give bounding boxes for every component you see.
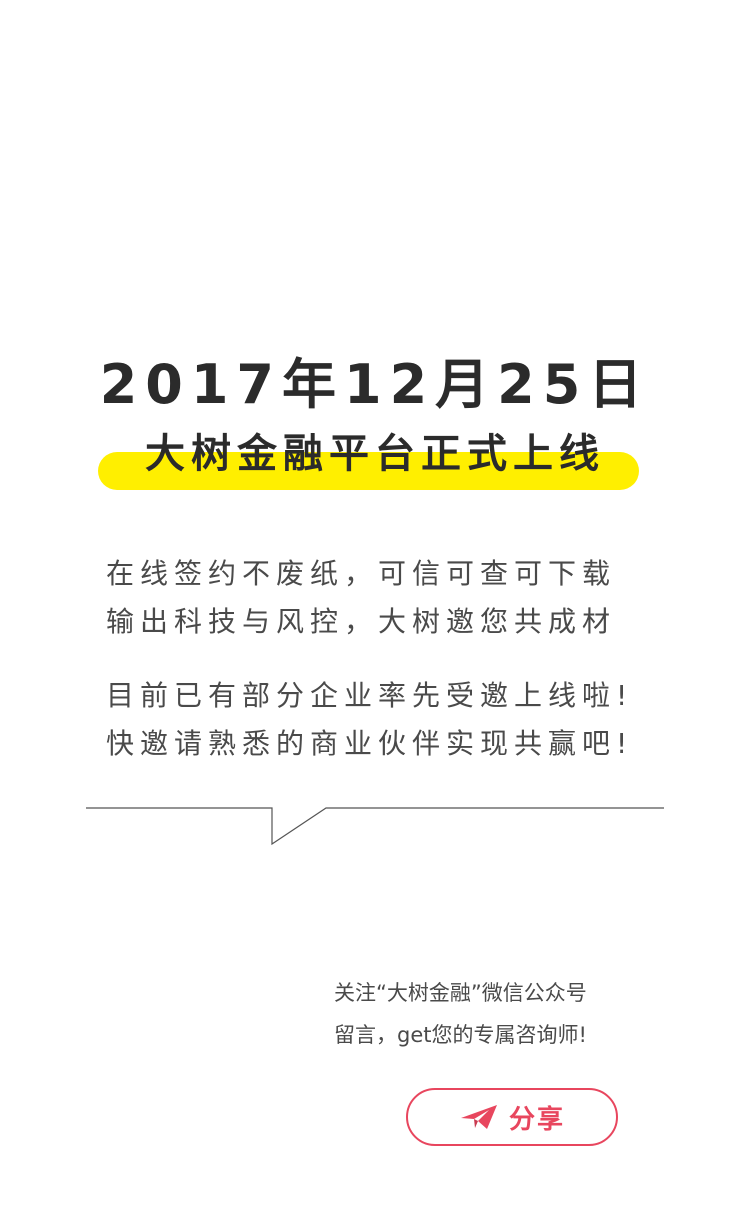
intro-paragraph: 在线签约不废纸，可信可查可下载 输出科技与风控，大树邀您共成材	[106, 550, 666, 646]
follow-note-line: 关注“大树金融”微信公众号	[334, 981, 587, 1005]
intro-line: 输出科技与风控，大树邀您共成材	[106, 605, 617, 638]
launch-date-heading: 2017年12月25日	[99, 353, 651, 416]
follow-note: 关注“大树金融”微信公众号 留言，get您的专属咨询师!	[334, 972, 734, 1056]
launch-subtitle: 大树金融平台正式上线	[145, 431, 605, 477]
paper-plane-icon	[460, 1105, 497, 1129]
share-button[interactable]: 分享	[406, 1088, 618, 1146]
invite-line: 快邀请熟悉的商业伙伴实现共赢吧!	[106, 727, 634, 760]
speech-bubble-divider	[86, 807, 664, 846]
share-label: 分享	[508, 1103, 565, 1134]
intro-line: 在线签约不废纸，可信可查可下载	[106, 557, 617, 590]
subtitle-highlight	[98, 452, 639, 490]
invite-paragraph: 目前已有部分企业率先受邀上线啦! 快邀请熟悉的商业伙伴实现共赢吧!	[106, 672, 666, 768]
invite-line: 目前已有部分企业率先受邀上线啦!	[106, 679, 634, 712]
follow-note-line: 留言，get您的专属咨询师!	[334, 1023, 587, 1047]
